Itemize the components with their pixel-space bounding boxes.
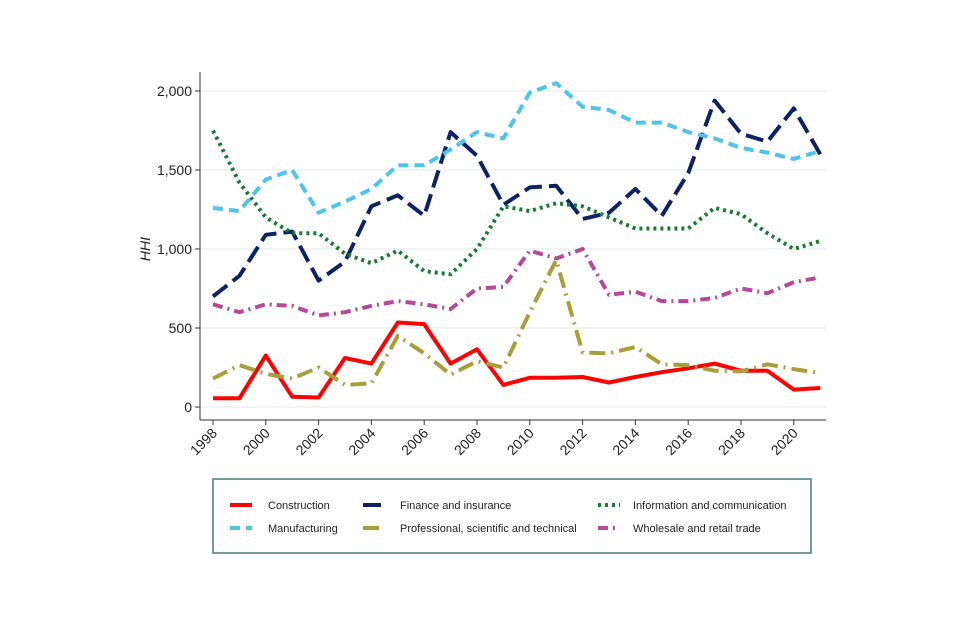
- legend-label: Wholesale and retail trade: [633, 523, 761, 535]
- x-tick-label: 2018: [715, 425, 748, 458]
- legend: Construction Finance and insurance Informa…: [212, 478, 812, 554]
- x-tick-label: 2002: [292, 425, 325, 458]
- legend-label: Professional, scientific and technical: [400, 523, 577, 535]
- x-tick-label: 2000: [240, 425, 273, 458]
- series-lines: [211, 81, 822, 401]
- x-tick-label: 2012: [556, 425, 589, 458]
- legend-label: Manufacturing: [268, 523, 338, 535]
- series-line-manufacturing: [212, 81, 821, 215]
- x-tick-label: 2008: [451, 425, 484, 458]
- x-tick-label: 2010: [504, 425, 537, 458]
- y-tick-label: 0: [184, 399, 192, 415]
- y-tick-label: 500: [169, 320, 193, 336]
- x-axis-ticks: 1998 2000 2002 2004 2006 2008 2010 2012 2014 2016…: [187, 420, 801, 458]
- x-tick-label: 2014: [609, 425, 642, 458]
- y-tick-label: 1,500: [157, 162, 192, 178]
- y-axis-ticks: 0 500 1,000 1,500 2,000: [157, 83, 200, 415]
- x-tick-label: 2006: [398, 425, 431, 458]
- x-tick-label: 2020: [768, 425, 801, 458]
- legend-label: Construction: [268, 500, 330, 512]
- legend-label: Information and communication: [633, 500, 786, 512]
- x-tick-label: 1998: [187, 425, 220, 458]
- series-line-construction: [213, 320, 821, 401]
- series-line-wholesale-and-retail-trade: [212, 247, 821, 318]
- legend-label: Finance and insurance: [400, 500, 511, 512]
- x-tick-label: 2004: [345, 425, 378, 458]
- series-line-finance-and-insurance: [211, 98, 822, 298]
- y-axis-title: HHI: [137, 237, 153, 261]
- x-tick-label: 2016: [662, 425, 695, 458]
- series-line-information-and-communication: [211, 129, 821, 277]
- gridlines: [200, 90, 826, 408]
- y-tick-label: 2,000: [157, 83, 192, 99]
- legend-box: [212, 478, 812, 554]
- axes: [199, 72, 826, 421]
- y-tick-label: 1,000: [157, 241, 192, 257]
